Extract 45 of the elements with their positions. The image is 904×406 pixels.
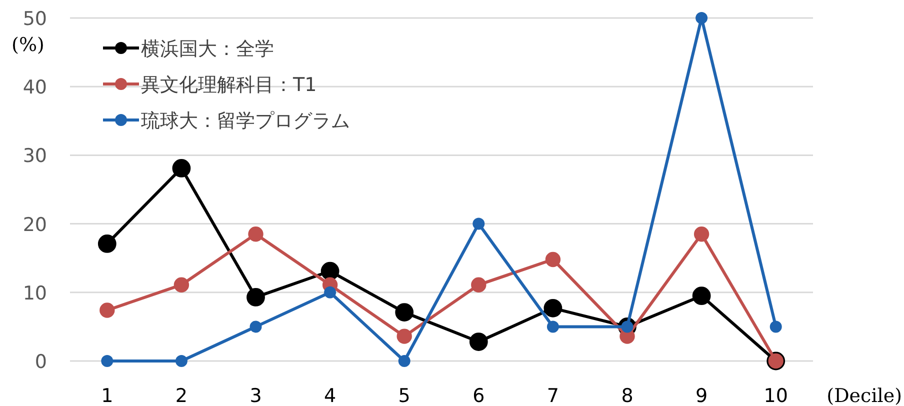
y-tick-label: 0: [34, 351, 47, 373]
point: [320, 262, 340, 280]
x-tick-label: 1: [101, 385, 114, 406]
point: [98, 234, 116, 253]
y-tick-label: 50: [22, 8, 47, 30]
x-tick-label: 3: [250, 385, 262, 406]
point: [398, 355, 410, 367]
x-tick-label: 8: [621, 385, 634, 406]
point: [471, 277, 486, 292]
point: [545, 252, 561, 268]
point: [469, 332, 488, 351]
x-tick-label: 7: [546, 385, 559, 406]
point: [250, 320, 262, 333]
point: [101, 355, 114, 367]
y-tick-label: 10: [22, 282, 47, 304]
x-tick-label: 10: [764, 385, 788, 406]
point: [544, 298, 562, 318]
x-axis-title: (Decile): [826, 385, 902, 406]
point: [396, 328, 412, 344]
legend-label: 琉球大：留学プログラム: [141, 110, 350, 132]
point: [248, 226, 264, 242]
point: [324, 286, 336, 298]
point: [246, 288, 265, 306]
point: [172, 159, 191, 178]
point: [100, 302, 115, 318]
x-tick-label: 6: [472, 385, 485, 406]
x-tick-label: 5: [398, 385, 410, 406]
point: [546, 320, 559, 333]
x-tick-label: 2: [175, 385, 188, 406]
point: [770, 320, 782, 333]
point: [694, 226, 710, 242]
point: [395, 303, 414, 322]
x-tick-label: 9: [696, 385, 708, 406]
point: [174, 277, 190, 292]
y-axis-title: (%): [12, 34, 44, 56]
y-tick-label: 30: [22, 145, 47, 168]
y-tick-label: 40: [22, 76, 47, 99]
point: [696, 12, 708, 24]
legend-label: 異文化理解科目：T1: [141, 74, 317, 96]
x-tick-label: 4: [324, 385, 336, 406]
legend-label: 横浜国大：全学: [141, 38, 274, 60]
point: [175, 355, 188, 367]
point: [472, 218, 485, 230]
y-tick-label: 20: [22, 214, 47, 236]
point: [692, 286, 711, 306]
